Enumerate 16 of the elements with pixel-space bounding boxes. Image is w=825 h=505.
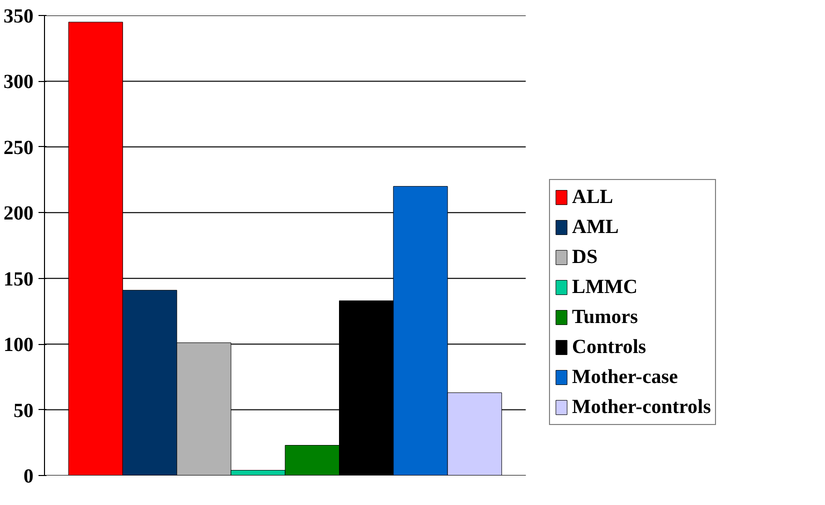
legend-label: DS xyxy=(572,244,598,270)
y-tick-label: 200 xyxy=(4,202,34,225)
legend-label: Mother-controls xyxy=(572,394,711,420)
legend-label: LMMC xyxy=(572,274,638,300)
y-tick-label: 150 xyxy=(4,268,34,290)
y-tick-label: 0 xyxy=(24,466,34,488)
legend-label: Tumors xyxy=(572,304,638,330)
legend-label: AML xyxy=(572,214,619,240)
legend-label: Mother-case xyxy=(572,364,678,390)
y-tick-label: 250 xyxy=(4,136,34,159)
y-tick-label: 300 xyxy=(4,71,34,94)
legend-label: ALL xyxy=(572,184,614,210)
y-tick-label: 50 xyxy=(14,400,34,422)
y-tick-label: 350 xyxy=(4,6,34,28)
y-tick-label: 100 xyxy=(4,334,34,356)
legend-label: Controls xyxy=(572,334,646,360)
